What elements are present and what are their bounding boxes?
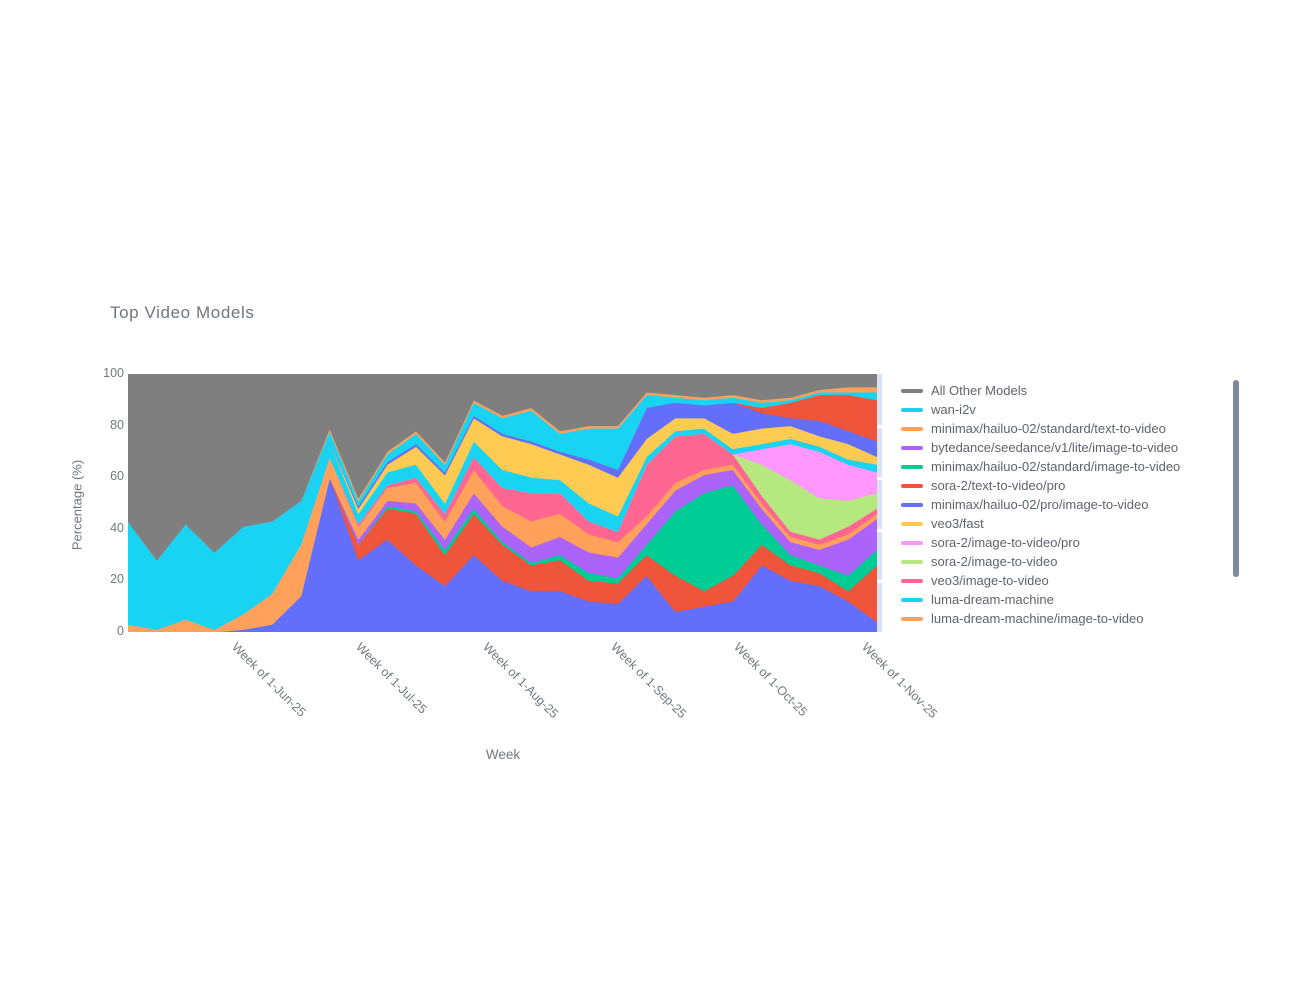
x-tick-label: Week of 1-Sep-25 [607,640,689,721]
legend-swatch [901,540,923,545]
right-strip-notch [877,425,882,428]
legend-item[interactable]: minimax/hailuo-02/standard/text-to-video [901,419,1241,438]
legend-swatch [901,426,923,431]
legend-item-label: veo3/fast [931,516,984,531]
legend-item[interactable]: bytedance/seedance/v1/lite/image-to-vide… [901,438,1241,457]
legend-item[interactable]: minimax/hailuo-02/standard/image-to-vide… [901,457,1241,476]
x-tick-label: Week of 1-Jun-25 [229,640,309,720]
right-strip-notch [877,477,882,480]
legend-swatch [901,616,923,621]
right-strip-notch [877,529,882,532]
legend-item-label: luma-dream-machine [931,592,1054,607]
legend-item-label: sora-2/image-to-video [931,554,1058,569]
legend-swatch [901,597,923,602]
y-tick-label: 40 [110,520,124,535]
legend-item-label: luma-dream-machine/image-to-video [931,611,1144,626]
legend-item[interactable]: sora-2/image-to-video/pro [901,533,1241,552]
legend: All Other Models wan-i2v minimax/hailuo-02… [901,381,1241,632]
legend-item-label: bytedance/seedance/v1/lite/image-to-vide… [931,440,1179,455]
legend-item-label: veo3/image-to-video [931,573,1049,588]
legend-item[interactable]: sora-2/text-to-video [901,628,1241,632]
legend-item[interactable]: sora-2/text-to-video/pro [901,476,1241,495]
right-strip-notch [877,580,882,583]
legend-scrollbar-thumb[interactable] [1233,380,1239,577]
legend-item-label: minimax/hailuo-02/standard/image-to-vide… [931,459,1181,474]
y-tick-label: 20 [110,572,124,587]
legend-item[interactable]: luma-dream-machine/image-to-video [901,609,1241,628]
legend-swatch [901,502,923,507]
x-tick-label: Week of 1-Nov-25 [858,640,940,721]
chart-title: Top Video Models [110,303,255,322]
legend-swatch [901,464,923,469]
legend-item[interactable]: veo3/fast [901,514,1241,533]
y-tick-label: 0 [117,624,124,638]
legend-item[interactable]: minimax/hailuo-02/pro/image-to-video [901,495,1241,514]
legend-swatch [901,445,923,450]
legend-item-label: sora-2/image-to-video/pro [931,535,1080,550]
legend-item[interactable]: wan-i2v [901,400,1241,419]
legend-swatch [901,388,923,393]
y-tick-label: 100 [103,366,124,380]
legend-item-label: sora-2/text-to-video/pro [931,478,1066,493]
legend-swatch [901,578,923,583]
legend-swatch [901,483,923,488]
legend-item-label: sora-2/text-to-video [931,630,1043,632]
y-tick-label: 60 [110,469,124,484]
area-All-Other-Models[interactable] [128,374,877,561]
x-tick-label: Week of 1-Jul-25 [352,640,430,717]
legend-swatch [901,407,923,412]
plot-right-edge-strip [877,374,882,632]
y-tick-label: 80 [110,417,124,432]
legend-item[interactable]: All Other Models [901,381,1241,400]
x-tick-label: Week of 1-Aug-25 [480,640,562,721]
x-tick-label: Week of 1-Oct-25 [731,640,811,720]
legend-item-label: minimax/hailuo-02/pro/image-to-video [931,497,1149,512]
legend-item-label: wan-i2v [931,402,976,417]
x-axis-title: Week [485,747,521,762]
legend-item[interactable]: sora-2/image-to-video [901,552,1241,571]
legend-swatch [901,521,923,526]
y-axis-title: Percentage (%) [69,459,85,551]
legend-item[interactable]: luma-dream-machine [901,590,1241,609]
stacked-area-plot[interactable] [128,374,877,632]
legend-swatch [901,559,923,564]
legend-item-label: minimax/hailuo-02/standard/text-to-video [931,421,1166,436]
legend-item[interactable]: veo3/image-to-video [901,571,1241,590]
legend-item-label: All Other Models [931,383,1028,398]
